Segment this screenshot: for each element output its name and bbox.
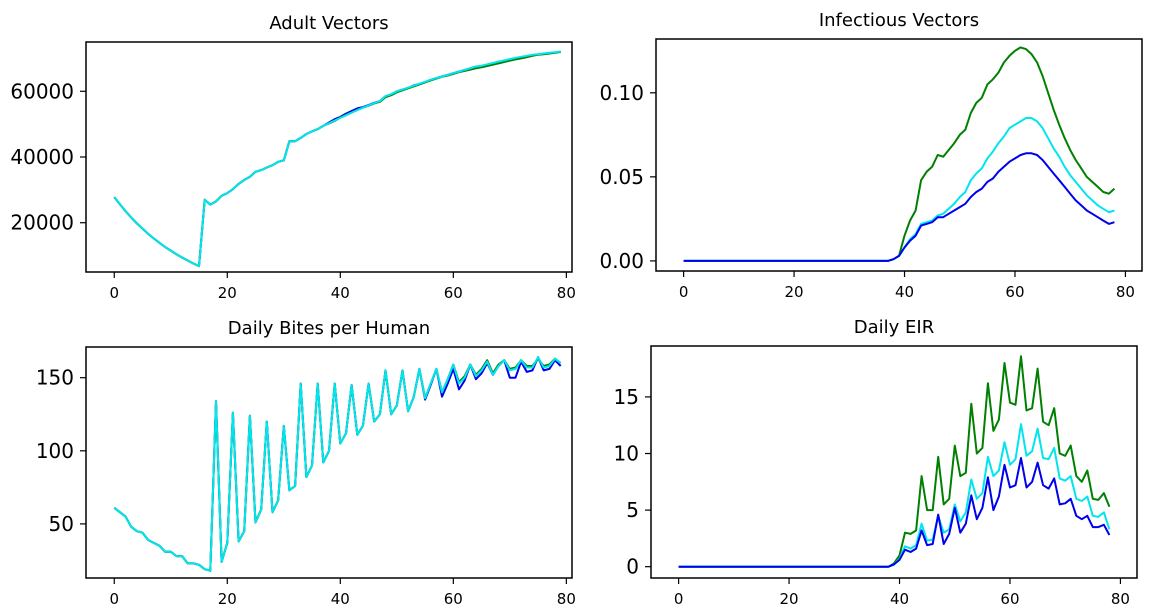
y-tick-label: 5 [626, 498, 639, 522]
series-line-series-a [113, 50, 561, 268]
chart-panel-2: Infectious Vectors 0 20 40 60 80 0.00 0.05 0.10 [599, 10, 1143, 301]
series-line-series-b [113, 357, 562, 572]
y-tick-label: 150 [36, 366, 74, 390]
x-tick-label: 20 [218, 590, 237, 608]
plot-frame [650, 345, 1138, 579]
y-tick-label: 50 [49, 512, 74, 536]
series-line-series-a [678, 355, 1111, 568]
chart-panel-1: Adult Vectors 0 20 40 60 80 20000 40000 60000 [10, 13, 576, 302]
x-tick-label: 80 [1111, 590, 1130, 608]
series-line-series-a [113, 356, 562, 572]
series-line-series-a [683, 46, 1116, 262]
chart-title: Daily Bites per Human [228, 318, 430, 339]
y-tick-label: 0 [626, 555, 639, 579]
x-tick-label: 0 [674, 590, 684, 608]
x-tick-label: 0 [109, 590, 119, 608]
x-tick-label: 40 [331, 590, 350, 608]
y-tick-label: 60000 [10, 79, 74, 103]
x-tick-label: 80 [557, 284, 576, 302]
plot-frame [655, 38, 1143, 272]
x-tick-label: 80 [1116, 283, 1135, 301]
x-tick-label: 0 [109, 284, 119, 302]
x-tick-label: 40 [890, 590, 909, 608]
series-line-series-b [113, 50, 561, 268]
y-tick-label: 0.10 [599, 81, 644, 105]
series-line-series-c [113, 356, 562, 572]
x-tick-label: 60 [1005, 283, 1024, 301]
y-tick-label: 10 [614, 442, 639, 466]
y-tick-label: 100 [36, 439, 74, 463]
x-tick-label: 40 [331, 284, 350, 302]
plot-frame [85, 346, 573, 579]
x-tick-label: 20 [780, 590, 799, 608]
chart-panel-3: Daily Bites per Human 0 20 40 60 80 50 100 150 [36, 318, 576, 608]
y-tick-label: 15 [614, 385, 639, 409]
x-tick-label: 60 [444, 284, 463, 302]
chart-panel-4: Daily EIR 0 20 40 60 80 0 5 10 15 [614, 317, 1138, 608]
series-line-series-c [113, 50, 561, 268]
x-tick-label: 40 [895, 283, 914, 301]
x-tick-label: 80 [557, 590, 576, 608]
x-tick-label: 0 [679, 283, 689, 301]
x-tick-label: 60 [444, 590, 463, 608]
series-line-series-b [683, 117, 1115, 262]
y-tick-label: 0.00 [599, 249, 644, 273]
plot-frame [85, 41, 573, 273]
series-line-series-b [678, 423, 1111, 568]
series-line-series-c [683, 152, 1115, 262]
x-tick-label: 20 [218, 284, 237, 302]
y-tick-label: 20000 [10, 211, 74, 235]
series-line-series-c [678, 457, 1111, 568]
y-tick-label: 0.05 [599, 165, 644, 189]
x-tick-label: 20 [785, 283, 804, 301]
y-tick-label: 40000 [10, 145, 74, 169]
chart-title: Infectious Vectors [819, 10, 979, 31]
chart-title: Adult Vectors [269, 13, 388, 34]
x-tick-label: 60 [1000, 590, 1019, 608]
chart-title: Daily EIR [854, 317, 934, 338]
